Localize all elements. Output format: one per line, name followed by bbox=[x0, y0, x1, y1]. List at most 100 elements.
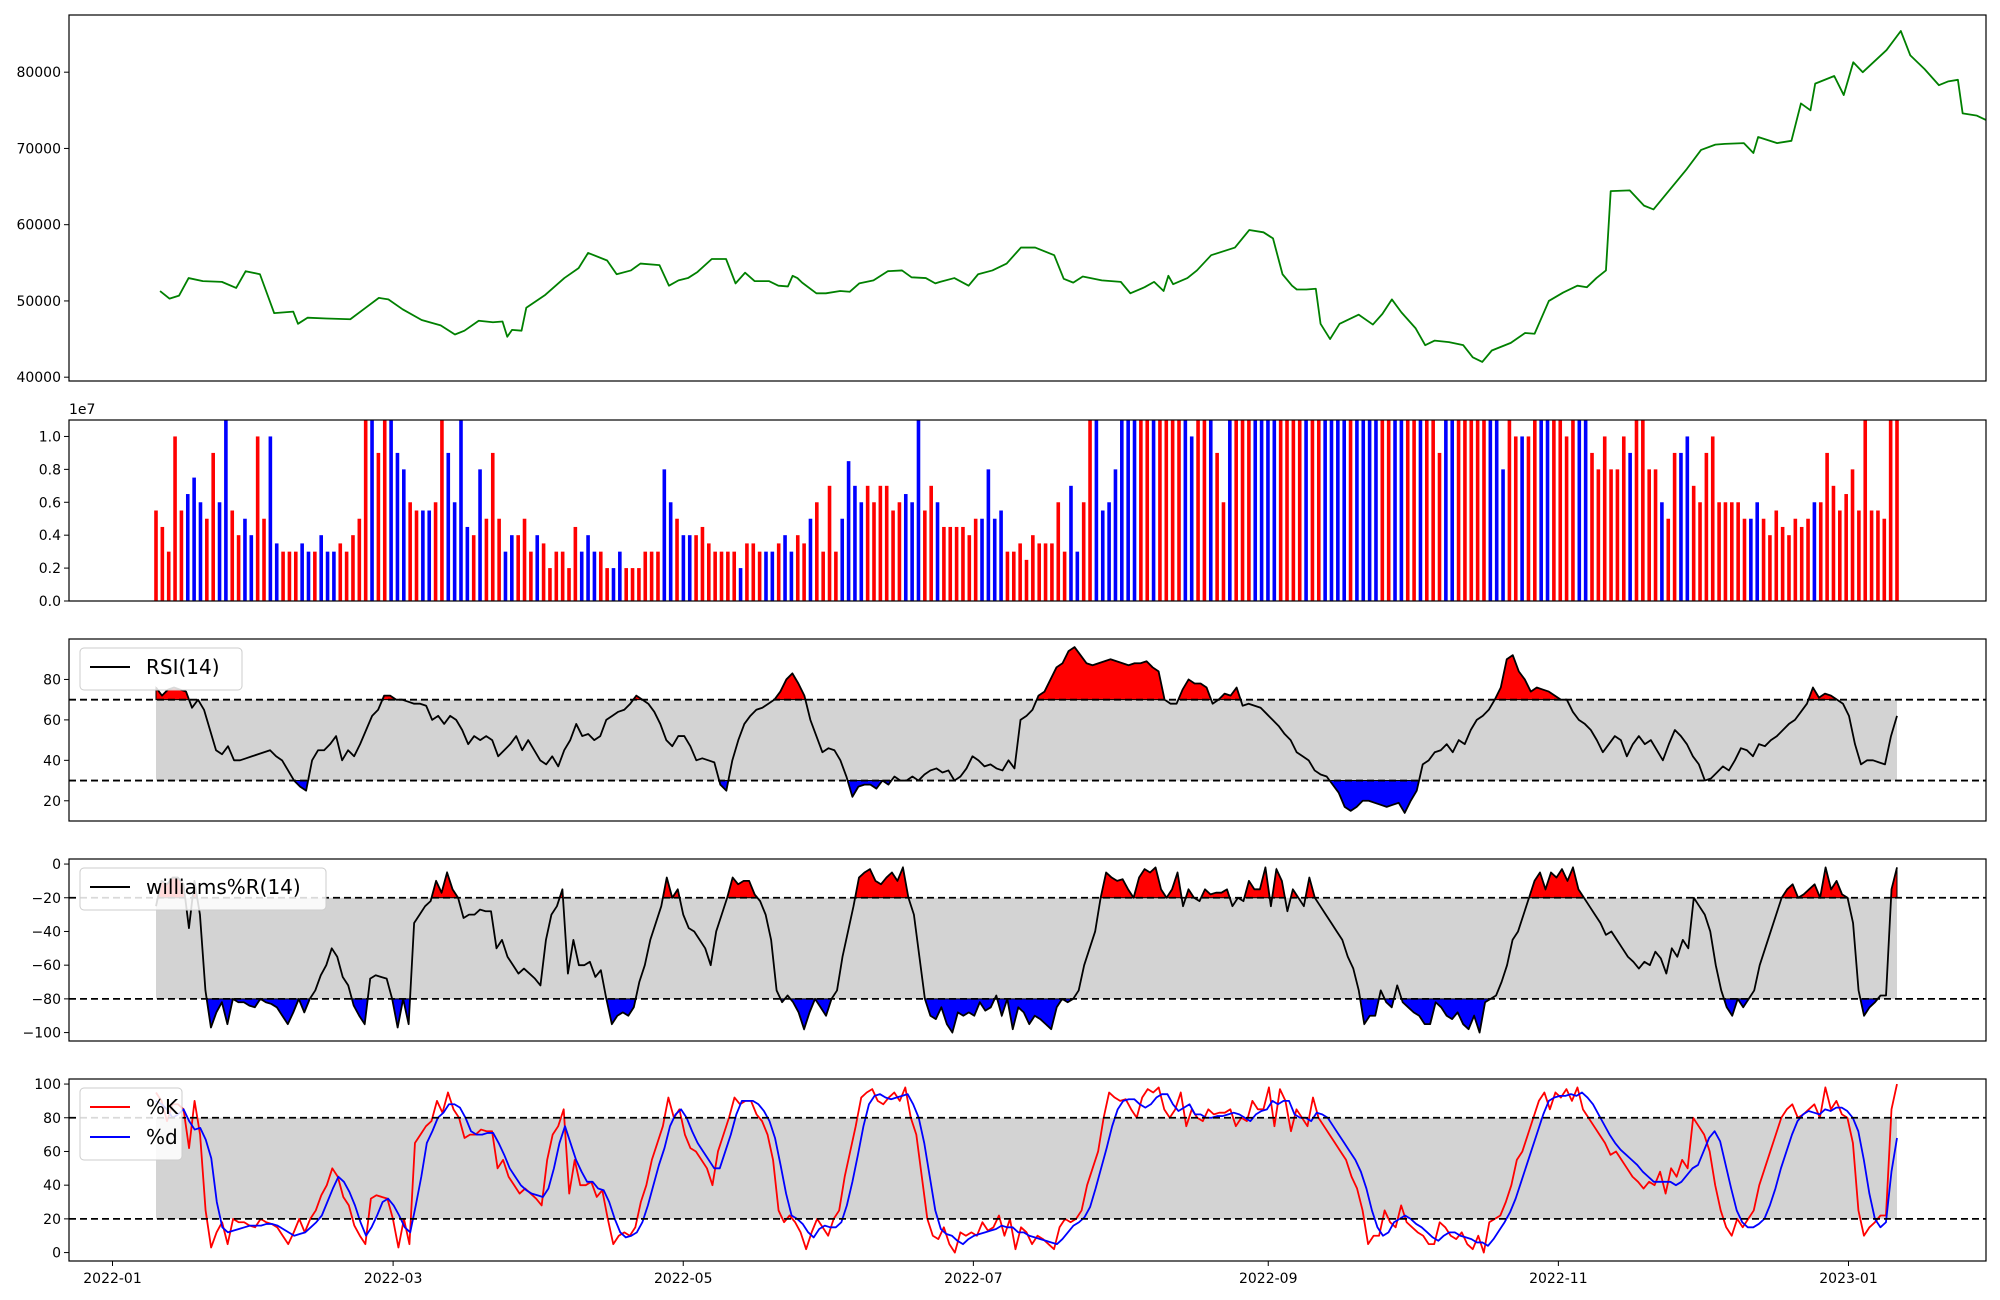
volume-bar bbox=[560, 551, 565, 601]
y-tick-label: 0.0 bbox=[39, 594, 61, 610]
volume-bar bbox=[675, 518, 679, 601]
volume-bar bbox=[516, 535, 520, 601]
volume-bar bbox=[1799, 526, 1804, 601]
volume-bar bbox=[1355, 420, 1359, 601]
williams-panel: 0 −20 −40 −60 −80 −100 williams%R(14) bbox=[23, 857, 1987, 1042]
volume-bar bbox=[1018, 543, 1022, 601]
volume-bar bbox=[503, 551, 508, 601]
volume-bar bbox=[1444, 420, 1448, 601]
volume-bar bbox=[395, 452, 400, 601]
volume-bar bbox=[1202, 420, 1207, 601]
volume-bar bbox=[1348, 420, 1353, 601]
volume-bar bbox=[834, 551, 838, 601]
volume-bar bbox=[713, 551, 717, 601]
volume-bar bbox=[1005, 551, 1010, 601]
stochastic-d-line bbox=[155, 1091, 1898, 1247]
volume-bar bbox=[1539, 420, 1543, 601]
volume-bar bbox=[1590, 452, 1594, 601]
volume-bar bbox=[166, 551, 171, 601]
volume-bar bbox=[1755, 502, 1760, 601]
volume-bar bbox=[1062, 551, 1067, 601]
volume-bar bbox=[1412, 420, 1416, 601]
volume-bar bbox=[154, 510, 158, 601]
y-tick-label: 70000 bbox=[16, 141, 61, 157]
volume-bar bbox=[1164, 420, 1169, 601]
volume-panel: 0.0 0.2 0.4 0.6 0.8 1.0 1e7 bbox=[39, 402, 1987, 610]
volume-bar bbox=[954, 526, 959, 601]
volume-bar bbox=[1475, 420, 1480, 601]
volume-bar bbox=[872, 502, 876, 601]
volume-bar bbox=[1507, 420, 1512, 601]
volume-bar bbox=[1170, 420, 1175, 601]
volume-bar bbox=[1717, 502, 1721, 601]
volume-bar bbox=[929, 485, 933, 601]
volume-bar bbox=[1698, 502, 1702, 601]
volume-bar bbox=[808, 518, 813, 601]
volume-bar bbox=[1787, 535, 1791, 601]
volume-bar bbox=[598, 551, 603, 601]
volume-bar bbox=[986, 469, 991, 601]
volume-bar bbox=[840, 518, 845, 601]
volume-bar bbox=[643, 551, 648, 601]
volume-bar bbox=[1177, 420, 1181, 601]
volume-bar bbox=[1876, 510, 1880, 601]
volume-bar bbox=[1831, 485, 1836, 601]
volume-bar bbox=[376, 452, 381, 601]
volume-bar bbox=[255, 436, 260, 601]
volume-bar bbox=[274, 543, 279, 601]
volume-bar bbox=[554, 551, 559, 601]
volume-bar bbox=[1463, 420, 1467, 601]
volume-bar bbox=[1653, 469, 1658, 601]
volume-bar bbox=[319, 535, 323, 601]
volume-bar bbox=[1088, 420, 1092, 601]
volume-bar bbox=[802, 543, 806, 601]
volume-bar bbox=[427, 510, 432, 601]
volume-bar bbox=[1011, 551, 1016, 601]
volume-bar bbox=[389, 420, 393, 601]
volume-bar bbox=[306, 551, 311, 601]
volume-bar bbox=[1818, 502, 1823, 601]
volume-bar bbox=[687, 535, 692, 601]
volume-bar bbox=[592, 551, 597, 601]
volume-bar bbox=[630, 568, 635, 601]
y-tick-label: 40 bbox=[43, 753, 61, 769]
y-tick-label: 0.2 bbox=[39, 561, 61, 577]
volume-bar bbox=[1704, 452, 1709, 601]
volume-offset-label: 1e7 bbox=[69, 402, 95, 418]
volume-bar bbox=[1285, 420, 1289, 601]
volume-bar bbox=[1564, 436, 1569, 601]
volume-bar bbox=[821, 551, 825, 601]
x-tick-label: 2022-05 bbox=[654, 1271, 713, 1287]
price-line bbox=[159, 30, 1986, 363]
volume-bar bbox=[262, 518, 266, 601]
volume-bar bbox=[1183, 420, 1188, 601]
neutral-band bbox=[156, 897, 1897, 999]
volume-bar bbox=[859, 502, 864, 601]
volume-bar bbox=[1253, 420, 1258, 601]
neutral-band bbox=[156, 1117, 1897, 1219]
volume-bar bbox=[1533, 420, 1537, 601]
y-tick-label: 60 bbox=[43, 1144, 61, 1160]
volume-bar bbox=[490, 452, 495, 601]
volume-bar bbox=[1139, 420, 1143, 601]
axes-frame bbox=[68, 419, 1987, 602]
volume-bar bbox=[1520, 436, 1524, 601]
y-tick-label: 0.6 bbox=[39, 495, 61, 511]
volume-plot-area bbox=[154, 420, 1899, 601]
volume-bar bbox=[338, 543, 343, 601]
volume-bar bbox=[891, 510, 895, 601]
volume-bar bbox=[433, 502, 438, 601]
y-tick-label: 0 bbox=[52, 1246, 61, 1262]
rsi-line bbox=[155, 646, 1898, 814]
volume-bar bbox=[1126, 420, 1130, 601]
y-tick-label: 60000 bbox=[16, 218, 61, 234]
volume-bar bbox=[1691, 485, 1696, 601]
axes-frame bbox=[68, 14, 1987, 382]
volume-bar bbox=[1240, 420, 1245, 601]
volume-bar bbox=[942, 526, 946, 601]
volume-bar bbox=[668, 502, 673, 601]
volume-bar bbox=[579, 551, 584, 601]
volume-bar bbox=[1621, 436, 1626, 601]
volume-bar bbox=[656, 551, 660, 601]
